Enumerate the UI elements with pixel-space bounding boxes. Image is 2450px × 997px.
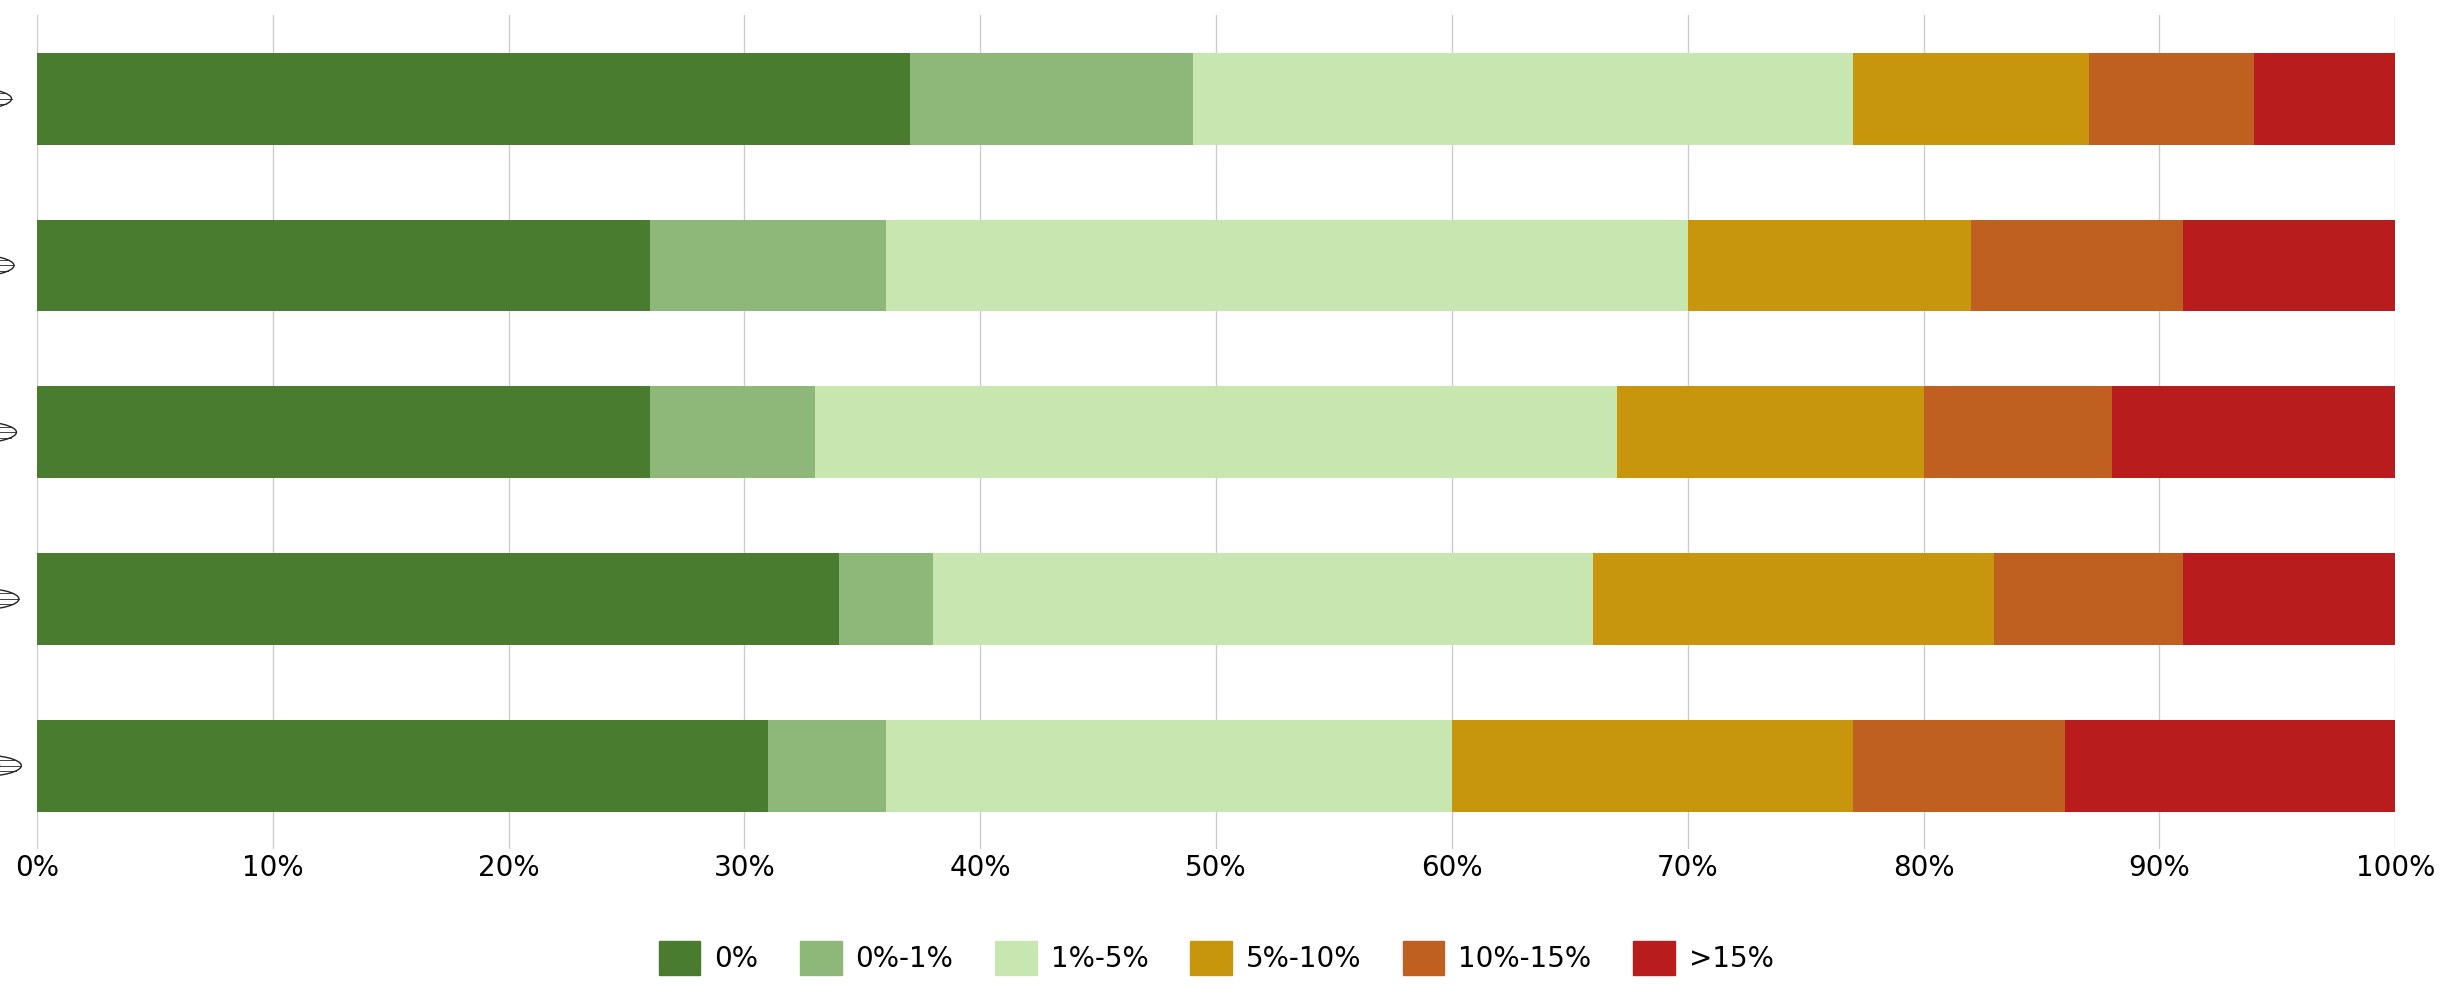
Bar — [1453, 720, 1852, 812]
Bar — [649, 387, 816, 479]
Bar — [2112, 387, 2396, 479]
Bar — [1994, 553, 2183, 645]
Bar — [37, 553, 838, 645]
Bar — [1617, 387, 1923, 479]
Bar — [1970, 219, 2183, 311]
Bar — [909, 53, 1193, 145]
Bar — [838, 553, 933, 645]
Bar — [1852, 720, 2065, 812]
Bar — [649, 219, 887, 311]
Bar — [37, 720, 769, 812]
Bar — [2065, 720, 2396, 812]
Bar — [2254, 53, 2396, 145]
Bar — [1193, 53, 1852, 145]
Bar — [1852, 53, 2090, 145]
Bar — [1923, 387, 2112, 479]
Bar — [37, 219, 649, 311]
Bar — [816, 387, 1617, 479]
Bar — [2090, 53, 2254, 145]
Bar — [37, 53, 909, 145]
Bar — [933, 553, 1592, 645]
Bar — [1688, 219, 1970, 311]
Legend: 0%, 0%-1%, 1%-5%, 5%-10%, 10%-15%, >15%: 0%, 0%-1%, 1%-5%, 5%-10%, 10%-15%, >15% — [647, 929, 1784, 986]
Bar — [1592, 553, 1994, 645]
Bar — [769, 720, 887, 812]
Bar — [887, 219, 1688, 311]
Bar — [2183, 219, 2396, 311]
Bar — [37, 387, 649, 479]
Bar — [887, 720, 1453, 812]
Bar — [2183, 553, 2396, 645]
